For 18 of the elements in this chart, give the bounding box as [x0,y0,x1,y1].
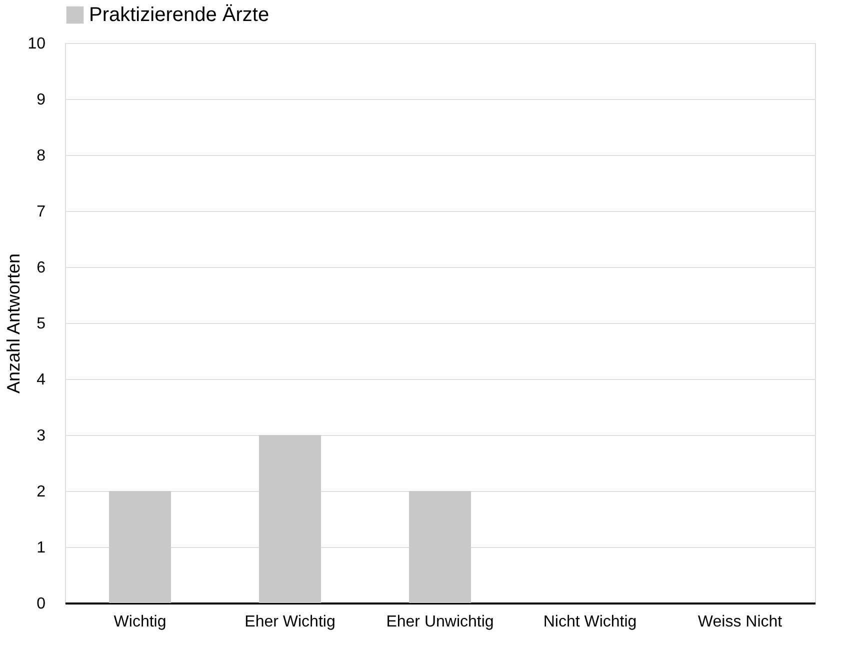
x-tick-label: Nicht Wichtig [543,614,637,630]
y-tick-label: 10 [28,36,46,52]
y-tick-label: 0 [36,596,46,612]
y-tick-label: 7 [36,204,46,220]
x-tick-label: Eher Wichtig [244,614,336,630]
y-tick-label: 3 [36,428,46,444]
x-tick-label: Weiss Nicht [698,614,783,630]
y-tick-label: 6 [36,260,46,276]
y-tick-label: 1 [36,540,46,556]
x-tick-label: Eher Unwichtig [386,614,494,630]
y-tick-label: 4 [36,372,46,388]
x-tick-label: Wichtig [114,614,166,630]
y-tick-label: 8 [36,148,46,164]
y-tick-label: 9 [36,92,46,108]
y-tick-label: 2 [36,484,46,500]
y-axis-title: Anzahl Antworten [4,253,24,394]
legend-label: Praktizierende Ärzte [89,4,270,26]
y-tick-label: 5 [36,316,46,332]
